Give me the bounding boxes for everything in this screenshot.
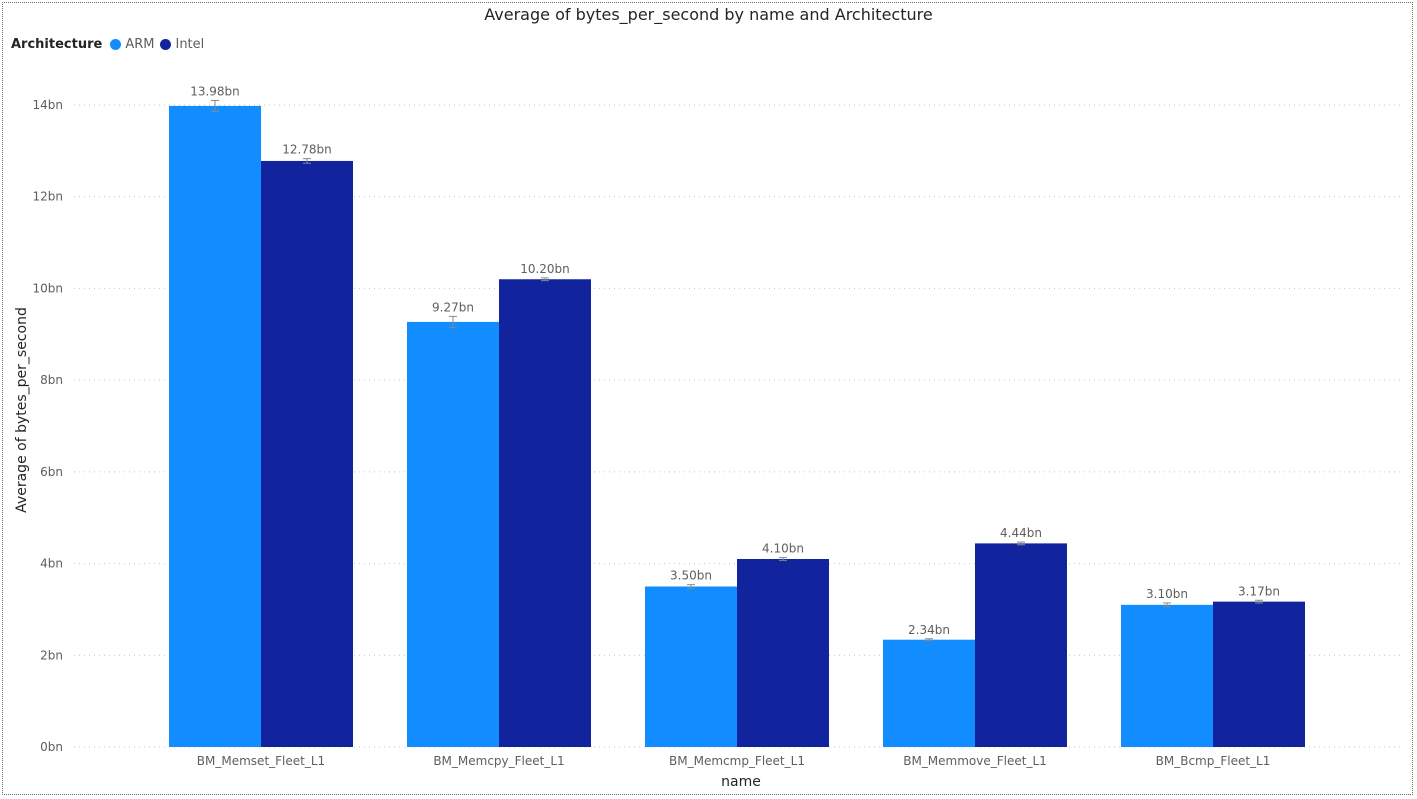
legend-label-intel: Intel bbox=[175, 37, 205, 52]
x-tick-label: BM_Memmove_Fleet_L1 bbox=[903, 754, 1047, 768]
error-bar bbox=[449, 315, 457, 328]
error-bar bbox=[925, 638, 933, 642]
data-labels: 13.98bn 12.78bn 9.27bn 10.20bn 3.50bn 4.10bn 2… bbox=[190, 84, 1280, 636]
bar-intel[interactable] bbox=[499, 279, 591, 747]
y-tick-label: 4bn bbox=[40, 557, 63, 571]
y-tick-label: 6bn bbox=[40, 465, 63, 479]
data-label: 3.17bn bbox=[1238, 584, 1280, 598]
error-bar bbox=[1163, 602, 1171, 608]
error-bar bbox=[541, 277, 549, 282]
y-axis-label: Average of bytes_per_second bbox=[14, 307, 30, 513]
x-axis-label: name bbox=[721, 774, 761, 790]
data-label: 13.98bn bbox=[190, 84, 240, 98]
bar-intel[interactable] bbox=[975, 543, 1067, 747]
bar-arm[interactable] bbox=[169, 105, 261, 748]
legend-item-arm[interactable]: ARM bbox=[110, 37, 154, 52]
bar-intel[interactable] bbox=[737, 558, 829, 747]
y-tick-label: 12bn bbox=[33, 190, 64, 204]
legend-item-intel[interactable]: Intel bbox=[160, 37, 204, 52]
y-tick-label: 10bn bbox=[33, 281, 64, 295]
error-bar bbox=[1017, 541, 1025, 546]
y-tick-label: 14bn bbox=[33, 98, 64, 112]
bar-arm[interactable] bbox=[1121, 604, 1213, 747]
legend-marker-arm bbox=[110, 39, 122, 50]
data-label: 9.27bn bbox=[432, 300, 474, 314]
error-bar bbox=[211, 99, 219, 112]
data-label: 3.50bn bbox=[670, 569, 712, 583]
chart-title: Average of bytes_per_second by name and … bbox=[484, 5, 933, 24]
legend-marker-intel bbox=[160, 39, 172, 50]
data-label: 4.10bn bbox=[762, 542, 804, 556]
legend[interactable]: Architecture ARM Intel bbox=[11, 37, 210, 52]
error-bar bbox=[303, 158, 311, 164]
bars bbox=[169, 105, 1305, 748]
x-tick-label: BM_Memset_Fleet_L1 bbox=[197, 754, 325, 768]
x-tick-label: BM_Memcpy_Fleet_L1 bbox=[433, 754, 564, 768]
data-label: 3.10bn bbox=[1146, 587, 1188, 601]
bar-arm[interactable] bbox=[407, 321, 499, 747]
error-bars bbox=[211, 99, 1263, 642]
y-tick-label: 2bn bbox=[40, 648, 63, 662]
bar-arm[interactable] bbox=[883, 639, 975, 747]
bar-intel[interactable] bbox=[261, 160, 353, 748]
data-label: 12.78bn bbox=[282, 143, 332, 157]
x-tick-label: BM_Bcmp_Fleet_L1 bbox=[1156, 754, 1271, 768]
error-bar bbox=[779, 557, 787, 561]
legend-title: Architecture bbox=[11, 37, 103, 52]
error-bar bbox=[1255, 599, 1263, 604]
legend-label-arm: ARM bbox=[125, 37, 155, 52]
bar-arm[interactable] bbox=[645, 586, 737, 748]
data-label: 10.20bn bbox=[520, 262, 570, 276]
y-axis-ticks: 0bn 2bn 4bn 6bn 8bn 10bn 12bn 14bn bbox=[33, 98, 64, 754]
error-bar bbox=[687, 584, 695, 589]
y-tick-label: 0bn bbox=[40, 740, 63, 754]
y-tick-label: 8bn bbox=[40, 373, 63, 387]
data-label: 4.44bn bbox=[1000, 526, 1042, 540]
x-axis-ticks: BM_Memset_Fleet_L1 BM_Memcpy_Fleet_L1 BM_M… bbox=[197, 754, 1271, 768]
x-tick-label: BM_Memcmp_Fleet_L1 bbox=[669, 754, 805, 768]
bar-intel[interactable] bbox=[1213, 601, 1305, 747]
data-label: 2.34bn bbox=[908, 623, 950, 637]
